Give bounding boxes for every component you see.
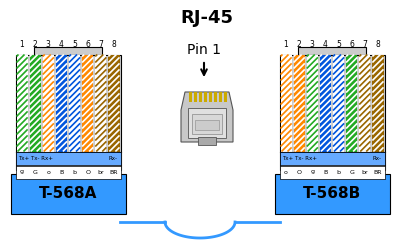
Bar <box>16 166 120 178</box>
Text: 3: 3 <box>46 40 51 49</box>
Text: 7: 7 <box>98 40 103 49</box>
Text: T-568B: T-568B <box>303 186 361 201</box>
Text: 1: 1 <box>20 40 24 49</box>
Bar <box>274 174 390 214</box>
Text: 4: 4 <box>59 40 64 49</box>
Text: Rx-: Rx- <box>108 156 118 160</box>
Bar <box>346 54 357 152</box>
Text: BR: BR <box>110 170 118 174</box>
Text: Rx-: Rx- <box>372 156 382 160</box>
Text: 6: 6 <box>85 40 90 49</box>
Bar <box>294 54 305 152</box>
Bar <box>188 92 192 102</box>
Text: 4: 4 <box>323 40 328 49</box>
Text: br: br <box>98 170 104 174</box>
Bar <box>194 92 196 102</box>
Bar <box>108 54 120 152</box>
Bar <box>280 54 292 152</box>
Bar <box>43 54 54 152</box>
Text: g: g <box>20 170 24 174</box>
Text: g: g <box>310 170 314 174</box>
Bar <box>34 46 102 54</box>
Text: 7: 7 <box>362 40 367 49</box>
Bar <box>298 46 366 54</box>
Bar <box>218 92 222 102</box>
Text: T-568A: T-568A <box>39 186 97 201</box>
Polygon shape <box>181 92 233 142</box>
Bar <box>208 92 212 102</box>
Bar <box>280 166 384 178</box>
Bar <box>198 137 216 145</box>
Bar <box>333 54 344 152</box>
Bar <box>204 92 206 102</box>
Text: BR: BR <box>374 170 382 174</box>
Text: 5: 5 <box>72 40 77 49</box>
Text: G: G <box>33 170 38 174</box>
Bar <box>320 54 331 152</box>
Text: 5: 5 <box>336 40 341 49</box>
Bar <box>198 92 202 102</box>
Text: Tx+ Tx- Rx+: Tx+ Tx- Rx+ <box>282 156 318 160</box>
Bar <box>30 54 41 152</box>
Bar <box>372 54 384 152</box>
Text: 2: 2 <box>33 40 38 49</box>
Text: Pin 1: Pin 1 <box>187 43 221 57</box>
Bar <box>195 120 219 130</box>
Text: 1: 1 <box>284 40 288 49</box>
Bar <box>280 54 384 170</box>
Text: b: b <box>72 170 76 174</box>
Bar <box>214 92 216 102</box>
Text: o: o <box>46 170 50 174</box>
Bar <box>192 114 222 134</box>
Bar <box>359 54 370 152</box>
Text: 3: 3 <box>310 40 315 49</box>
Bar <box>280 152 384 164</box>
Text: RJ-45: RJ-45 <box>180 9 234 27</box>
Text: G: G <box>349 170 354 174</box>
Text: 6: 6 <box>349 40 354 49</box>
Bar <box>10 174 126 214</box>
Text: O: O <box>297 170 302 174</box>
Text: 8: 8 <box>376 40 380 49</box>
Bar <box>224 92 226 102</box>
Text: 8: 8 <box>112 40 116 49</box>
Bar <box>16 54 120 170</box>
Text: Tx+ Tx- Rx+: Tx+ Tx- Rx+ <box>18 156 54 160</box>
Bar <box>56 54 67 152</box>
Text: b: b <box>336 170 340 174</box>
Bar <box>16 54 28 152</box>
Text: O: O <box>85 170 90 174</box>
Bar <box>82 54 93 152</box>
Text: br: br <box>362 170 368 174</box>
Text: 2: 2 <box>297 40 302 49</box>
Bar <box>95 54 106 152</box>
Bar <box>188 108 226 138</box>
Bar <box>16 152 120 164</box>
Bar <box>307 54 318 152</box>
Text: B: B <box>59 170 64 174</box>
Text: B: B <box>323 170 328 174</box>
Bar <box>69 54 80 152</box>
Text: o: o <box>284 170 288 174</box>
